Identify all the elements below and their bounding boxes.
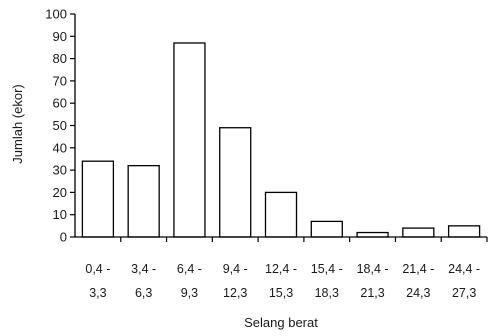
- x-category-label: 9,3: [181, 286, 198, 300]
- bar: [264, 191, 298, 238]
- x-category-label: 6,3: [135, 286, 152, 300]
- x-category-label: 3,4 -: [131, 262, 156, 276]
- x-category-label: 15,4 -: [311, 262, 343, 276]
- x-category-labels: 0,4 - 3,3 3,4 - 6,3 6,4 - 9,3 9,4 - 12,3 12,4 - 1…: [85, 262, 480, 300]
- x-category-label: 0,4 -: [85, 262, 110, 276]
- x-category-label: 18,3: [315, 286, 339, 300]
- x-axis-ticks: [120, 237, 488, 242]
- bar: [81, 160, 115, 238]
- y-axis-label: Jumlah (ekor): [10, 84, 25, 163]
- x-category-label: 12,4 -: [265, 262, 297, 276]
- bars: [81, 42, 481, 238]
- bar: [173, 42, 206, 238]
- bar: [356, 231, 389, 238]
- x-category-label: 3,3: [89, 286, 106, 300]
- bar: [447, 225, 481, 238]
- y-tick-label: 10: [53, 207, 67, 222]
- x-category-label: 21,3: [360, 286, 384, 300]
- x-category-label: 9,4 -: [223, 262, 248, 276]
- y-tick-label: 80: [53, 51, 67, 66]
- y-tick-label: 20: [53, 185, 67, 200]
- y-tick-label: 50: [53, 118, 67, 133]
- y-tick-label: 90: [53, 29, 67, 44]
- x-category-label: 18,4 -: [357, 262, 389, 276]
- bar: [219, 127, 252, 238]
- bar: [310, 220, 343, 238]
- bar: [402, 227, 435, 238]
- x-category-label: 6,4 -: [177, 262, 202, 276]
- y-tick-label: 100: [45, 7, 67, 22]
- y-tick-label: 70: [53, 73, 67, 88]
- bar: [127, 164, 160, 238]
- x-category-label: 12,3: [223, 286, 247, 300]
- y-tick-label: 0: [60, 230, 67, 245]
- y-tick-label: 40: [53, 140, 67, 155]
- y-tick-label: 30: [53, 163, 67, 178]
- x-category-label: 24,4 -: [448, 262, 480, 276]
- x-category-label: 21,4 -: [402, 262, 434, 276]
- x-category-label: 15,3: [269, 286, 293, 300]
- x-axis-label: Selang berat: [244, 315, 318, 330]
- x-category-label: 27,3: [452, 286, 476, 300]
- x-category-label: 24,3: [406, 286, 430, 300]
- y-tick-label: 60: [53, 96, 67, 111]
- y-axis-ticks: 0 10 20 30 40 50 60 70 80 90 100: [45, 7, 75, 245]
